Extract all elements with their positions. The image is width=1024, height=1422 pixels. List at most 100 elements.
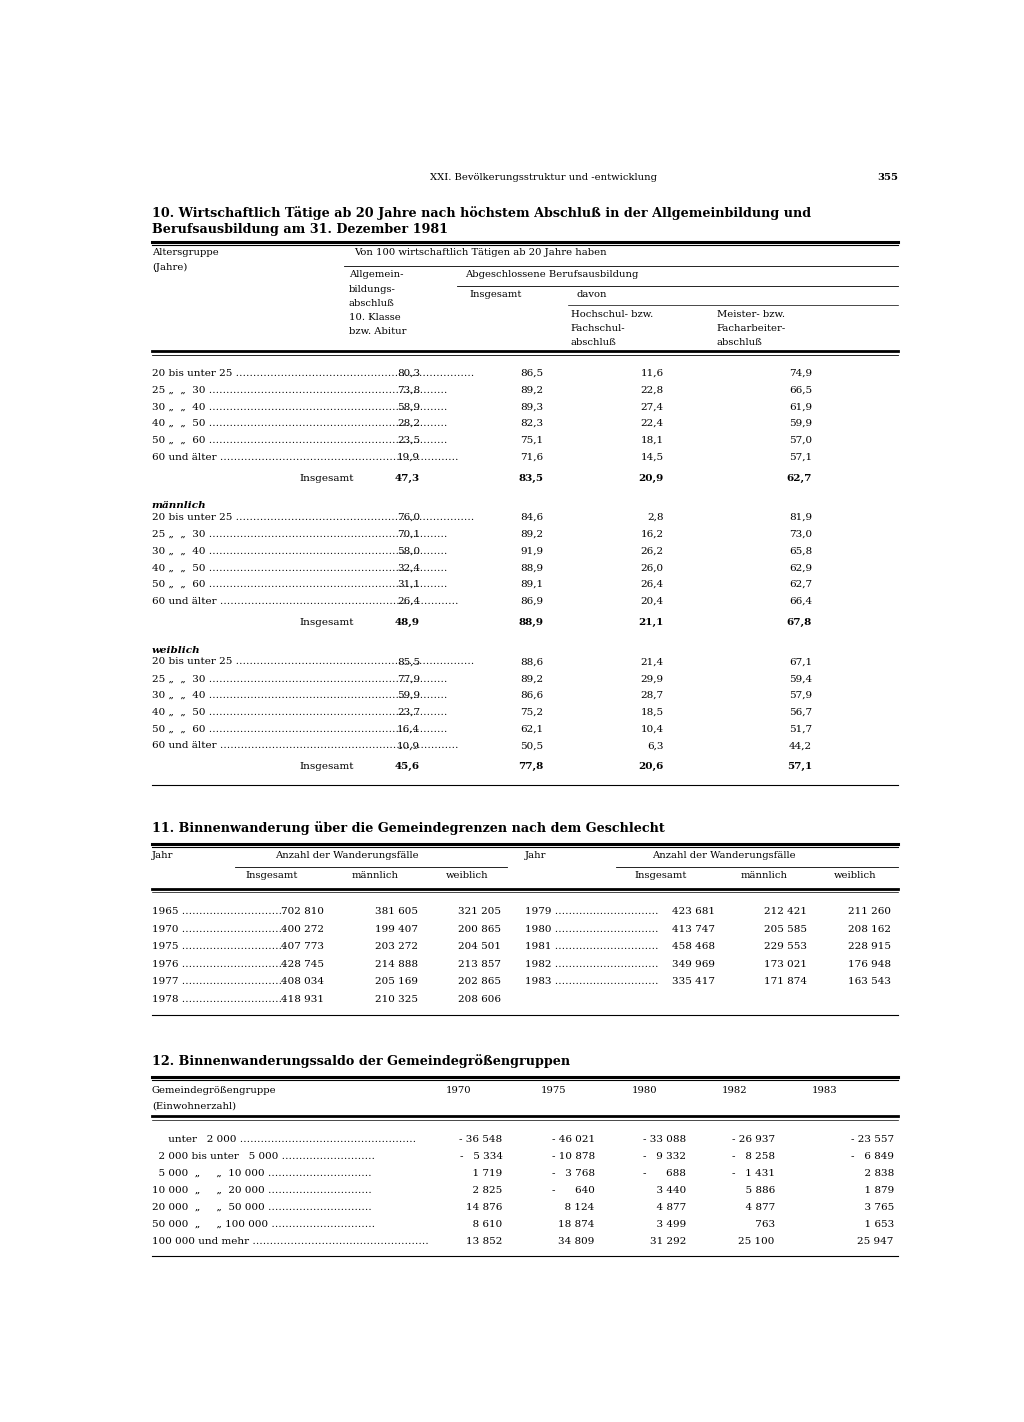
Text: 40 „  „  50 ……………………………………………………………: 40 „ „ 50 ……………………………………………………………	[152, 419, 447, 428]
Text: 65,8: 65,8	[788, 546, 812, 556]
Text: 59,9: 59,9	[397, 691, 420, 700]
Text: 60 und älter ……………………………………………………………: 60 und älter ……………………………………………………………	[152, 597, 459, 606]
Text: Altersgruppe: Altersgruppe	[152, 249, 218, 257]
Text: 62,7: 62,7	[788, 580, 812, 589]
Text: 213 857: 213 857	[458, 960, 501, 968]
Text: unter   2 000 ……………………………………………: unter 2 000 ……………………………………………	[152, 1135, 416, 1143]
Text: bildungs-: bildungs-	[348, 284, 395, 293]
Text: Facharbeiter-: Facharbeiter-	[717, 324, 786, 333]
Text: 26,4: 26,4	[397, 597, 420, 606]
Text: 31,1: 31,1	[397, 580, 420, 589]
Text: 70,1: 70,1	[397, 530, 420, 539]
Text: 50 „  „  60 ……………………………………………………………: 50 „ „ 60 ……………………………………………………………	[152, 724, 447, 734]
Text: Anzahl der Wanderungsfälle: Anzahl der Wanderungsfälle	[652, 852, 796, 860]
Text: -   3 768: - 3 768	[552, 1169, 595, 1177]
Text: 23,5: 23,5	[397, 435, 420, 445]
Text: 57,1: 57,1	[788, 452, 812, 462]
Text: 44,2: 44,2	[788, 741, 812, 751]
Text: 2 000 bis unter   5 000 ………………………: 2 000 bis unter 5 000 ………………………	[152, 1152, 375, 1160]
Text: 1975 …………………………: 1975 …………………………	[152, 943, 286, 951]
Text: 82,3: 82,3	[520, 419, 543, 428]
Text: 84,6: 84,6	[520, 513, 543, 522]
Text: 202 865: 202 865	[458, 977, 501, 987]
Text: 6,3: 6,3	[647, 741, 664, 751]
Text: 1970 …………………………: 1970 …………………………	[152, 924, 286, 934]
Text: 89,1: 89,1	[520, 580, 543, 589]
Text: 50 000  „     „ 100 000 …………………………: 50 000 „ „ 100 000 …………………………	[152, 1220, 375, 1229]
Text: (Einwohnerzahl): (Einwohnerzahl)	[152, 1101, 236, 1111]
Text: Jahr: Jahr	[152, 852, 173, 860]
Text: -      688: - 688	[643, 1169, 686, 1177]
Text: 1970: 1970	[445, 1086, 471, 1095]
Text: 21,4: 21,4	[641, 657, 664, 667]
Text: 2,8: 2,8	[647, 513, 664, 522]
Text: 50 „  „  60 ……………………………………………………………: 50 „ „ 60 ……………………………………………………………	[152, 580, 447, 589]
Text: 1976 …………………………: 1976 …………………………	[152, 960, 286, 968]
Text: 27,4: 27,4	[641, 402, 664, 411]
Text: 19,9: 19,9	[397, 452, 420, 462]
Text: 74,9: 74,9	[788, 368, 812, 378]
Text: 56,7: 56,7	[788, 708, 812, 717]
Text: Abgeschlossene Berufsausbildung: Abgeschlossene Berufsausbildung	[465, 270, 639, 279]
Text: 88,6: 88,6	[520, 657, 543, 667]
Text: 75,2: 75,2	[520, 708, 543, 717]
Text: 22,8: 22,8	[641, 385, 664, 394]
Text: Insgesamt: Insgesamt	[469, 290, 521, 299]
Text: 11,6: 11,6	[641, 368, 664, 378]
Text: 71,6: 71,6	[520, 452, 543, 462]
Text: - 33 088: - 33 088	[643, 1135, 686, 1143]
Text: 40 „  „  50 ……………………………………………………………: 40 „ „ 50 ……………………………………………………………	[152, 708, 447, 717]
Text: 205 585: 205 585	[764, 924, 807, 934]
Text: 73,8: 73,8	[397, 385, 420, 394]
Text: Insgesamt: Insgesamt	[634, 872, 687, 880]
Text: männlich: männlich	[740, 872, 787, 880]
Text: 200 865: 200 865	[458, 924, 501, 934]
Text: 28,7: 28,7	[641, 691, 664, 700]
Text: 20,6: 20,6	[638, 762, 664, 771]
Text: 1982: 1982	[722, 1086, 748, 1095]
Text: 1 653: 1 653	[857, 1220, 894, 1229]
Text: -      640: - 640	[552, 1186, 595, 1194]
Text: 14 876: 14 876	[466, 1203, 503, 1212]
Text: 3 499: 3 499	[649, 1220, 686, 1229]
Text: 31 292: 31 292	[649, 1237, 686, 1246]
Text: 50 „  „  60 ……………………………………………………………: 50 „ „ 60 ……………………………………………………………	[152, 435, 447, 445]
Text: 20,4: 20,4	[641, 597, 664, 606]
Text: 208 162: 208 162	[849, 924, 892, 934]
Text: 89,2: 89,2	[520, 674, 543, 683]
Text: 349 969: 349 969	[673, 960, 715, 968]
Text: 22,4: 22,4	[641, 419, 664, 428]
Text: 1975: 1975	[541, 1086, 566, 1095]
Text: 205 169: 205 169	[375, 977, 418, 987]
Text: 57,0: 57,0	[788, 435, 812, 445]
Text: 76,0: 76,0	[397, 513, 420, 522]
Text: 26,2: 26,2	[641, 546, 664, 556]
Text: Insgesamt: Insgesamt	[246, 872, 298, 880]
Text: 91,9: 91,9	[520, 546, 543, 556]
Text: 67,1: 67,1	[788, 657, 812, 667]
Text: 28,2: 28,2	[397, 419, 420, 428]
Text: 30 „  „  40 ……………………………………………………………: 30 „ „ 40 ……………………………………………………………	[152, 546, 447, 556]
Text: 66,5: 66,5	[788, 385, 812, 394]
Text: 25 „  „  30 ……………………………………………………………: 25 „ „ 30 ……………………………………………………………	[152, 530, 447, 539]
Text: 210 325: 210 325	[375, 995, 418, 1004]
Text: 208 606: 208 606	[458, 995, 501, 1004]
Text: 77,9: 77,9	[397, 674, 420, 683]
Text: 25 100: 25 100	[738, 1237, 775, 1246]
Text: 34 809: 34 809	[558, 1237, 595, 1246]
Text: 66,4: 66,4	[788, 597, 812, 606]
Text: 428 745: 428 745	[281, 960, 324, 968]
Text: - 46 021: - 46 021	[552, 1135, 595, 1143]
Text: 400 272: 400 272	[281, 924, 324, 934]
Text: 458 468: 458 468	[673, 943, 715, 951]
Text: 381 605: 381 605	[375, 907, 418, 916]
Text: -   6 849: - 6 849	[851, 1152, 894, 1160]
Text: 10 000  „     „  20 000 …………………………: 10 000 „ „ 20 000 …………………………	[152, 1186, 372, 1194]
Text: (Jahre): (Jahre)	[152, 263, 187, 272]
Text: 20 bis unter 25 ……………………………………………………………: 20 bis unter 25 ……………………………………………………………	[152, 657, 474, 667]
Text: 229 553: 229 553	[764, 943, 807, 951]
Text: 88,9: 88,9	[520, 563, 543, 573]
Text: 13 852: 13 852	[466, 1237, 503, 1246]
Text: 2 825: 2 825	[466, 1186, 503, 1194]
Text: 5 886: 5 886	[738, 1186, 775, 1194]
